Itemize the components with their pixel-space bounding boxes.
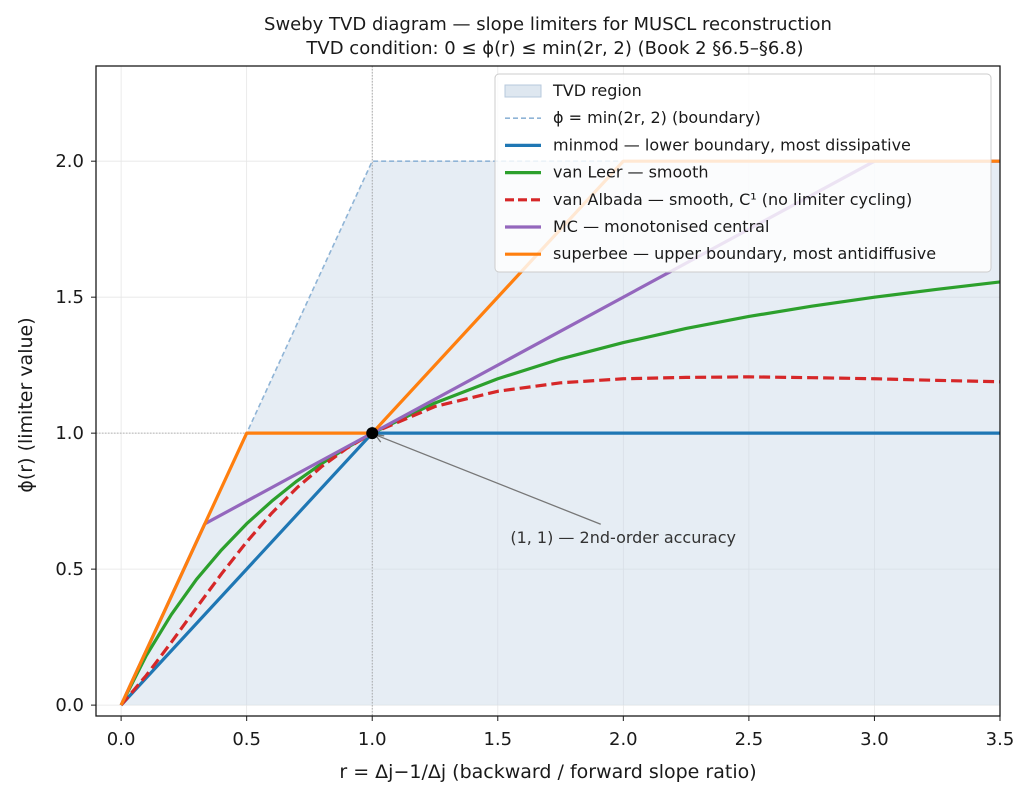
x-tick-label: 0.5 (232, 729, 261, 750)
y-tick-label: 0.5 (55, 559, 84, 580)
legend-label-series-2: van Albada — smooth, C¹ (no limiter cycl… (553, 190, 912, 209)
x-tick-label: 1.5 (483, 729, 512, 750)
axis-ticks: 0.0 0.5 1.0 1.5 2.0 2.5 3.0 3.5 0.0 0.5 1.0 1.5 2.0 (55, 151, 1014, 750)
y-tick-label: 0.0 (55, 695, 84, 716)
plot-area: (1, 1) — 2nd-order accuracy (96, 66, 1000, 716)
legend-label-series-3: MC — monotonised central (553, 217, 769, 236)
x-tick-label: 0.0 (107, 729, 136, 750)
legend-label-series-4: superbee — upper boundary, most antidiff… (553, 244, 936, 263)
x-tick-label: 2.5 (735, 729, 764, 750)
chart-subtitle-text: TVD condition: 0 ≤ ϕ(r) ≤ min(2r, 2) (Bo… (305, 38, 803, 59)
y-tick-label: 1.5 (55, 287, 84, 308)
legend: TVD region ϕ = min(2r, 2) (boundary) minmo… (494, 73, 992, 273)
annotation-arrow (375, 434, 601, 525)
legend-swatch-tvd-region (504, 84, 542, 98)
plot-frame (95, 65, 1001, 717)
x-tick-label: 3.0 (860, 729, 889, 750)
y-axis-label: ϕ(r) (limiter value) (15, 317, 37, 492)
y-tick-label: 2.0 (55, 151, 84, 172)
x-axis-label: r = Δj−1/Δj (backward / forward slope ra… (339, 761, 756, 783)
legend-box (494, 73, 992, 273)
legend-label-series-0: minmod — lower boundary, most dissipativ… (553, 135, 911, 154)
x-tick-label: 1.0 (358, 729, 387, 750)
legend-label-boundary: ϕ = min(2r, 2) (boundary) (553, 108, 761, 127)
x-tick-label: 2.0 (609, 729, 638, 750)
chart-title: Sweby TVD diagram — slope limiters for M… (264, 14, 832, 59)
legend-label-series-1: van Leer — smooth (553, 163, 708, 182)
legend-label-tvd-region: TVD region (552, 81, 642, 100)
annotation-label: (1, 1) — 2nd-order accuracy (510, 528, 736, 547)
x-tick-label: 3.5 (986, 729, 1015, 750)
chart-title-text: Sweby TVD diagram — slope limiters for M… (264, 14, 832, 35)
accuracy-point (366, 427, 379, 440)
y-tick-label: 1.0 (55, 423, 84, 444)
